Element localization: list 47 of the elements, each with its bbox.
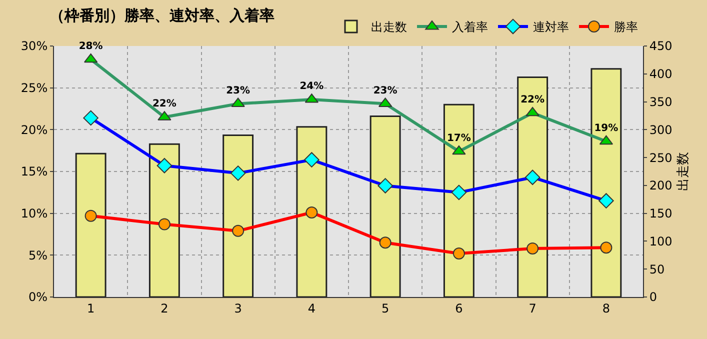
- x-tick-label: 6: [455, 301, 463, 316]
- data-label: 22%: [520, 94, 545, 106]
- y2-tick-label: 400: [649, 67, 672, 82]
- bar: [222, 134, 254, 297]
- data-label: 19%: [594, 123, 618, 134]
- y2-axis-title: 出走数: [676, 152, 691, 191]
- y2-tick-label: 250: [649, 150, 672, 165]
- bar: [75, 152, 106, 297]
- y2-tick-label: 450: [649, 39, 672, 54]
- x-tick-label: 8: [602, 301, 610, 316]
- y-tick-label: 25%: [20, 81, 48, 96]
- x-tick-label: 5: [381, 301, 390, 316]
- x-tick-label: 7: [528, 301, 536, 316]
- bar: [370, 116, 401, 297]
- data-label: 17%: [446, 133, 471, 144]
- data-label: 23%: [373, 85, 398, 96]
- data-label: 28%: [78, 41, 103, 52]
- bar: [296, 126, 328, 297]
- x-tick-label: 1: [86, 301, 95, 316]
- y-tick-label: 20%: [20, 122, 48, 137]
- legend-label: 勝率: [614, 20, 638, 34]
- data-label: 23%: [226, 85, 250, 96]
- y2-tick-label: 0: [649, 290, 658, 304]
- bar: [517, 76, 548, 297]
- bar: [148, 143, 180, 297]
- bar: [443, 104, 474, 297]
- y2-tick-label: 300: [649, 122, 672, 137]
- data-label: 22%: [152, 98, 176, 110]
- y-tick-label: 15%: [20, 164, 48, 179]
- x-tick-label: 4: [308, 301, 316, 316]
- data-label: 24%: [300, 81, 324, 92]
- x-tick-label: 3: [234, 301, 242, 316]
- y2-tick-label: 200: [649, 178, 672, 193]
- y-tick-label: 30%: [20, 39, 48, 54]
- y-tick-label: 10%: [20, 206, 48, 221]
- y-tick-label: 5%: [28, 248, 48, 262]
- y2-tick-label: 100: [649, 234, 672, 248]
- legend-label: 連対率: [533, 20, 569, 34]
- y2-tick-label: 150: [649, 206, 672, 221]
- legend-label: 入着率: [452, 20, 488, 34]
- y2-tick-label: 50: [649, 262, 665, 276]
- y-tick-label: 0%: [28, 290, 48, 304]
- x-tick-label: 2: [160, 301, 168, 316]
- legend-label: 出走数: [371, 20, 407, 34]
- chart-title: （枠番別）勝率、連対率、入着率: [49, 6, 274, 25]
- bar: [590, 68, 622, 297]
- y2-tick-label: 350: [649, 94, 672, 109]
